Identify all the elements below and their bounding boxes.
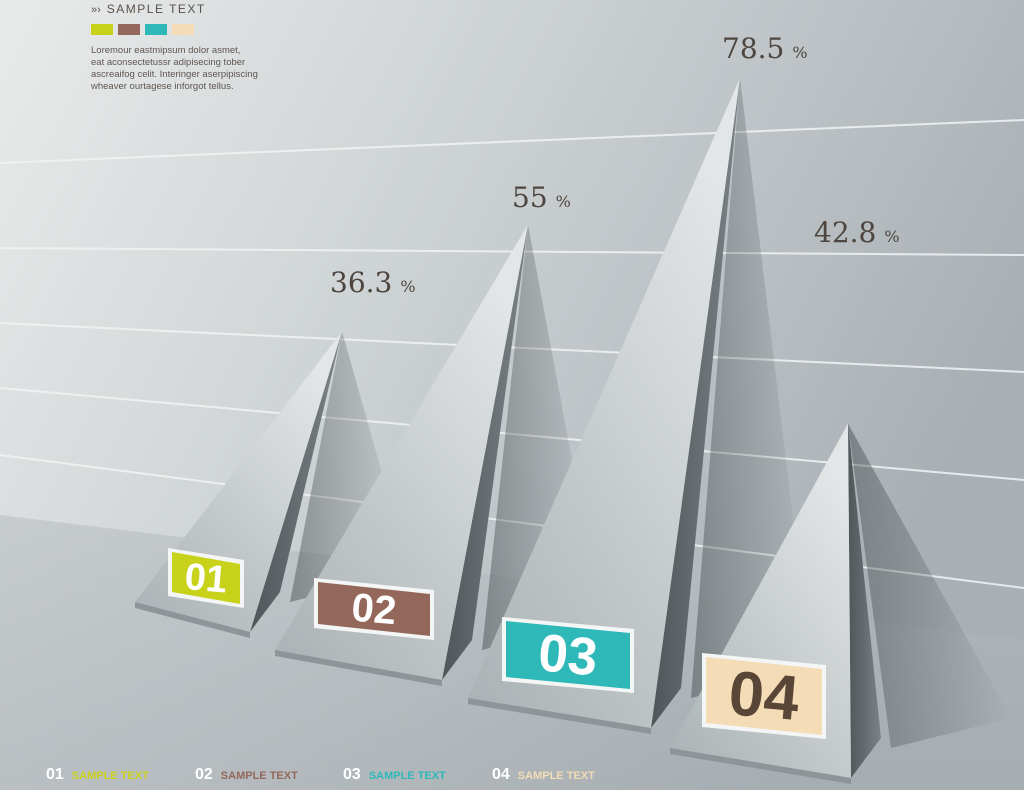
value-unit: % [884, 227, 899, 246]
grid-line [0, 119, 1024, 164]
value-unit: % [792, 43, 807, 62]
legend-item-01: 01 SAMPLE TEXT [46, 766, 149, 784]
label-panel [172, 552, 240, 604]
color-swatches [91, 24, 311, 35]
legend-number: 02 [195, 766, 213, 783]
body-line: eat aconsectetussr adipisecing tober [91, 57, 246, 68]
value-unit: % [556, 192, 571, 211]
header-body-text: Loremour eastmipsum dolor asmet, eat aco… [91, 45, 311, 93]
pyramid-base-edge [670, 748, 851, 784]
pyramid-base-edge [135, 602, 250, 638]
label-panel [706, 657, 822, 735]
bottom-legend: 01 SAMPLE TEXT 02 SAMPLE TEXT 03 SAMPLE TEX… [46, 766, 1006, 790]
swatch-01 [91, 24, 113, 35]
legend-label: SAMPLE TEXT [517, 770, 595, 782]
pyramid-front-face [468, 78, 740, 728]
legend-number: 01 [46, 766, 64, 783]
pyramid-shadow [691, 78, 811, 698]
legend-number: 04 [492, 766, 510, 783]
grid-line [0, 322, 1024, 373]
swatch-03 [145, 24, 167, 35]
label-panel [318, 582, 430, 636]
category-label: 02 [350, 586, 398, 634]
pyramid-front-face [275, 224, 528, 680]
pyramid-shadow [848, 423, 1011, 748]
swatch-04 [172, 24, 194, 35]
header-block: »› SAMPLE TEXT Loremour eastmipsum dolor … [91, 2, 311, 93]
body-line: wheaver ourtagese inforgot tellus. [91, 81, 234, 92]
legend-number: 03 [343, 766, 361, 783]
header-title-row: »› SAMPLE TEXT [91, 2, 311, 16]
body-line: ascreaifog celit. Interinger aserpipisci… [91, 69, 258, 80]
label-panel [506, 621, 630, 689]
legend-label: SAMPLE TEXT [368, 770, 446, 782]
category-label: 04 [726, 658, 802, 734]
value-label: 42.8% [814, 216, 900, 249]
category-label: 01 [183, 556, 229, 602]
pyramid-base-edge [468, 698, 651, 734]
legend-label: SAMPLE TEXT [71, 770, 149, 782]
legend-item-04: 04 SAMPLE TEXT [492, 766, 595, 784]
pyramid-04: 04 42.8% [670, 216, 1011, 784]
pyramid-side-face [848, 423, 881, 778]
body-line: Loremour eastmipsum dolor asmet, [91, 45, 241, 56]
category-label: 03 [536, 623, 600, 687]
chevron-right-icon: »› [91, 4, 101, 16]
swatch-02 [118, 24, 140, 35]
value-unit: % [400, 277, 415, 296]
legend-item-03: 03 SAMPLE TEXT [343, 766, 446, 784]
pyramid-base-edge [275, 650, 442, 686]
header-title: SAMPLE TEXT [106, 2, 206, 16]
legend-label: SAMPLE TEXT [220, 770, 298, 782]
legend-item-02: 02 SAMPLE TEXT [195, 766, 298, 784]
